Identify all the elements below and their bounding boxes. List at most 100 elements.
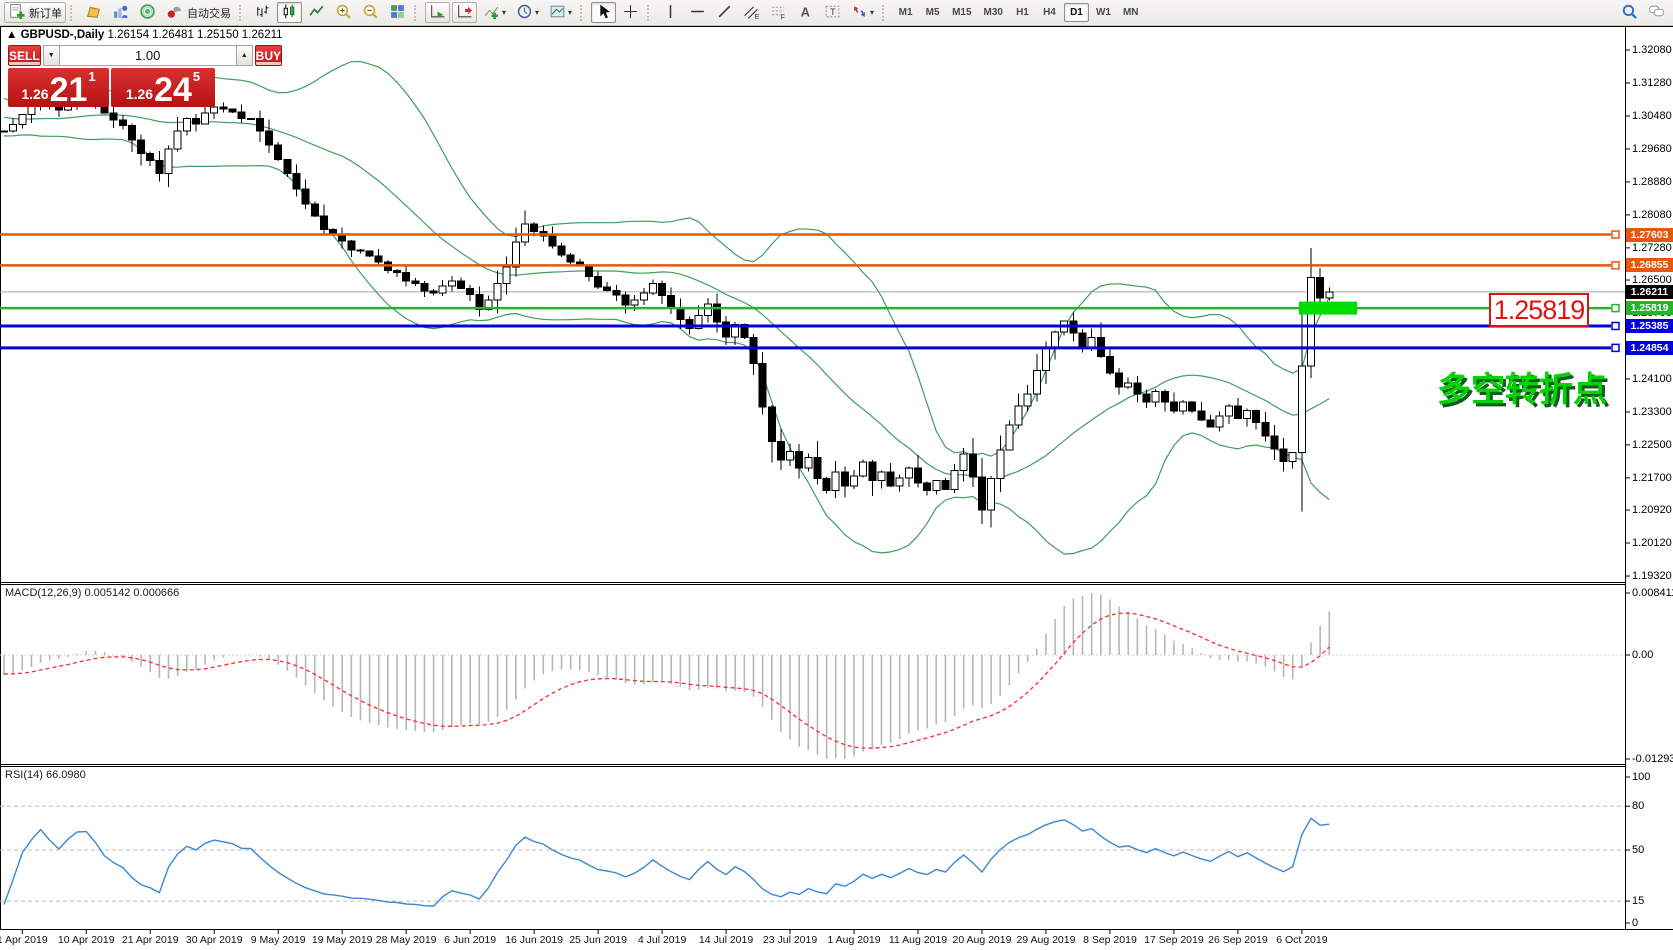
price-axis-tick: 1.31280: [1632, 76, 1672, 89]
horizontal-line-button[interactable]: [685, 2, 710, 23]
text-label-icon: T: [824, 3, 841, 23]
signals-icon: [139, 3, 156, 23]
autotrading-label: 自动交易: [187, 7, 231, 20]
date-axis-label: 29 Aug 2019: [1016, 934, 1076, 946]
date-axis-label: 10 Apr 2019: [57, 934, 115, 946]
date-axis-label: 30 Apr 2019: [185, 934, 243, 946]
autotrading-button[interactable]: 自动交易: [162, 2, 235, 23]
price-level-badge: 1.26855: [1626, 258, 1673, 273]
new-order-button[interactable]: 新订单: [4, 2, 66, 23]
trendline-button[interactable]: [712, 2, 737, 23]
sell-price-tile[interactable]: 1.26 21 1: [8, 68, 109, 107]
rsi-axis-tick: 100: [1632, 771, 1651, 783]
chat-button[interactable]: [1644, 2, 1669, 23]
periods-button[interactable]: ▾: [512, 2, 543, 23]
signals-button[interactable]: [135, 2, 160, 23]
price-axis-tick: 1.23300: [1632, 405, 1672, 418]
volume-input[interactable]: [59, 45, 236, 66]
toolbar-grip: [882, 4, 889, 21]
crosshair-icon: [622, 3, 639, 23]
vertical-line-button[interactable]: [658, 2, 683, 23]
date-axis-label: 16 Jun 2019: [505, 934, 564, 946]
arrows-button[interactable]: ▾: [847, 2, 878, 23]
svg-text:F: F: [781, 14, 785, 20]
price-callout-box[interactable]: 1.25819: [1489, 293, 1589, 327]
candlestick-chart-icon: [281, 3, 298, 23]
buy-price-tile[interactable]: 1.26 24 5: [111, 68, 215, 107]
timeframe-button-d1[interactable]: D1: [1063, 3, 1089, 22]
market-watch-icon: [112, 3, 129, 23]
volume-decrease-button[interactable]: ▼: [42, 45, 60, 66]
search-icon: [1621, 3, 1638, 23]
buy-button[interactable]: BUY: [254, 45, 283, 66]
timeframe-button-m15[interactable]: M15: [952, 7, 972, 18]
crosshair-button[interactable]: [618, 2, 643, 23]
toolbar-grip: [70, 4, 77, 21]
toolbar-grip: [414, 4, 421, 21]
price-level-badge: 1.25819: [1626, 301, 1673, 316]
main-toolbar: 新订单 自动交易: [0, 0, 1673, 26]
candlestick-chart-button[interactable]: [277, 2, 302, 23]
chart-shift-button[interactable]: [452, 2, 477, 23]
chart-canvas[interactable]: [0, 26, 1673, 950]
new-order-icon: [8, 3, 25, 23]
date-axis-label: 23 Jul 2019: [762, 934, 818, 946]
volume-increase-button[interactable]: ▲: [235, 45, 253, 66]
text-icon: A: [797, 3, 814, 23]
profiles-button[interactable]: [81, 2, 106, 23]
timeframe-button-h4[interactable]: H4: [1043, 7, 1056, 18]
price-axis-tick: 1.32080: [1632, 44, 1672, 56]
price-axis-tick: 1.21700: [1632, 471, 1672, 484]
price-level-badge: 1.27603: [1626, 227, 1673, 242]
collapse-triangle-icon[interactable]: ▲: [6, 29, 18, 41]
text-label-button[interactable]: T: [820, 2, 845, 23]
timeframe-button-h1[interactable]: H1: [1016, 7, 1029, 18]
indicators-button[interactable]: ▾: [479, 2, 510, 23]
arrows-icon: [851, 3, 868, 23]
chart-shift-icon: [456, 3, 473, 23]
date-axis-label: 4 Jul 2019: [637, 934, 687, 946]
macd-axis-tick: 0.008411: [1632, 587, 1673, 599]
timeframe-button-w1[interactable]: W1: [1095, 7, 1111, 18]
zoom-in-icon: [335, 3, 352, 23]
bar-chart-icon: [254, 3, 271, 23]
toolbar-grip: [647, 4, 654, 21]
profiles-icon: [85, 3, 102, 23]
timeframe-group: M1 M5 M15 M30 H1 H4 D1 W1 MN: [892, 3, 1144, 22]
cursor-icon: [595, 3, 612, 23]
price-axis-tick: 1.28080: [1632, 208, 1672, 221]
line-chart-button[interactable]: [304, 2, 329, 23]
volume-control: ▼ ▲: [42, 45, 253, 66]
dropdown-caret-icon: ▾: [568, 8, 573, 17]
timeframe-button-m1[interactable]: M1: [898, 7, 913, 18]
fibonacci-button[interactable]: F: [766, 2, 791, 23]
sell-price-prefix: 1.26: [21, 86, 49, 102]
search-button[interactable]: [1617, 2, 1642, 23]
date-axis-label: 9 May 2019: [250, 934, 306, 946]
templates-button[interactable]: ▾: [545, 2, 576, 23]
rsi-indicator-label: RSI(14) 66.0980: [5, 769, 86, 781]
date-axis-label: 28 May 2019: [375, 934, 437, 946]
zoom-out-button[interactable]: [358, 2, 383, 23]
auto-scroll-button[interactable]: [425, 2, 450, 23]
equidistant-channel-button[interactable]: E: [739, 2, 764, 23]
buy-price-main: 24: [154, 71, 192, 110]
zoom-in-button[interactable]: [331, 2, 356, 23]
cursor-button[interactable]: [591, 2, 617, 23]
date-axis-label: 26 Sep 2019: [1208, 934, 1268, 946]
text-button[interactable]: A: [793, 2, 818, 23]
date-axis-label: 6 Jun 2019: [444, 934, 497, 946]
bar-chart-button[interactable]: [250, 2, 275, 23]
ohlc-values: 1.26154 1.26481 1.25150 1.26211: [107, 29, 283, 41]
sell-button[interactable]: SELL: [8, 45, 41, 66]
timeframe-button-m30[interactable]: M30: [983, 7, 1003, 18]
timeframe-button-m5[interactable]: M5: [925, 7, 940, 18]
new-order-label: 新订单: [29, 7, 62, 20]
market-watch-button[interactable]: [108, 2, 133, 23]
timeframe-button-mn[interactable]: MN: [1122, 7, 1139, 18]
annotation-text[interactable]: 多空转折点: [1437, 371, 1607, 409]
rsi-axis-tick: 15: [1632, 895, 1645, 908]
tile-windows-button[interactable]: [385, 2, 410, 23]
rsi-axis-tick: 50: [1632, 844, 1645, 856]
